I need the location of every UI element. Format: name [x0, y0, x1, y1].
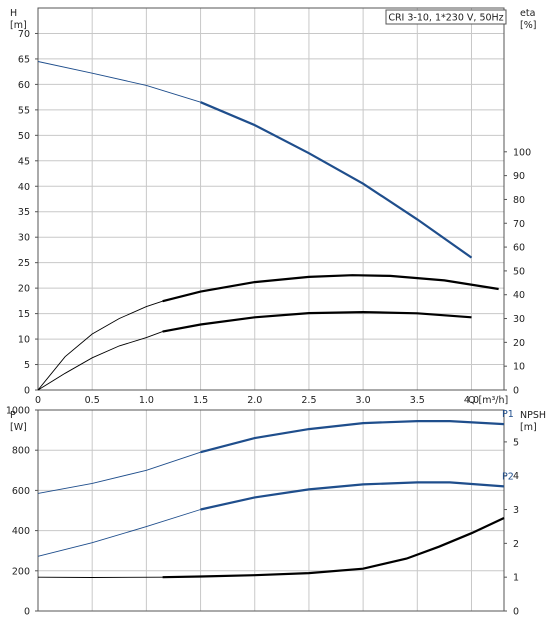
- y-left-tick-label: 45: [18, 156, 30, 167]
- y-left-tick-label: 0: [24, 386, 30, 397]
- y-left-tick-label: 5: [24, 360, 30, 371]
- y-left-tick-label: 400: [12, 526, 30, 537]
- y-right-tick-label: 50: [513, 266, 525, 277]
- series-line-bold-3: [162, 517, 505, 579]
- series-line-bold-2: [162, 274, 499, 303]
- series-line-thin-2: [37, 481, 505, 557]
- y-left-tick-label: 10: [18, 335, 30, 346]
- chart-title-box: CRI 3-10, 1*230 V, 50Hz: [385, 9, 507, 25]
- y-left-tick-label: 0: [24, 607, 30, 618]
- y-left-tick-label: 60: [18, 80, 30, 91]
- plot-frame: [37, 409, 505, 612]
- y-right-tick-label: 60: [513, 243, 525, 254]
- y-right-tick-label: 3: [513, 505, 519, 516]
- y-right-axis-label: NPSH: [520, 410, 546, 421]
- x-tick-label: 0: [35, 395, 41, 406]
- y-left-tick-label: 600: [12, 486, 30, 497]
- chart-title-frame: [385, 9, 507, 25]
- series-line-bold-3: [162, 310, 472, 333]
- y-right-tick-label: 10: [513, 362, 525, 373]
- x-tick-label: 0.5: [85, 395, 100, 406]
- series-line-bold-1: [200, 420, 505, 454]
- y-left-tick-label: 40: [18, 182, 30, 193]
- series-line-thin-2: [37, 274, 499, 391]
- x-tick-label: 2.0: [247, 395, 262, 406]
- y-left-tick-label: 15: [18, 309, 30, 320]
- y-right-axis-unit: [%]: [520, 20, 536, 31]
- y-left-axis-label: H: [10, 8, 17, 19]
- y-left-tick-label: 200: [12, 566, 30, 577]
- y-left-tick-label: 800: [12, 446, 30, 457]
- y-left-tick-label: 70: [18, 29, 30, 40]
- chart-panel-1: 0 5 10 15 20 25 30 35 40 45 50 55 60 65 70 0 10 20 30 40 50 6…: [10, 7, 536, 406]
- y-left-axis-unit: [W]: [10, 422, 27, 433]
- y-left-axis-unit: [m]: [10, 20, 27, 31]
- y-right-tick-label: 2: [513, 539, 519, 550]
- y-left-tick-label: 30: [18, 233, 30, 244]
- y-right-tick-label: 5: [513, 437, 519, 448]
- y-right-tick-label: 0: [513, 607, 519, 618]
- y-left-tick-label: 55: [18, 105, 30, 116]
- series-label: P1: [502, 409, 514, 420]
- y-right-tick-label: 30: [513, 314, 525, 325]
- y-right-tick-label: 4: [513, 471, 519, 482]
- y-right-tick-label: 80: [513, 195, 525, 206]
- y-left-tick-label: 50: [18, 131, 30, 142]
- chart-panel-2: 0 200 400 600 800 1000 0 1 2 3 4 5 P[W] NPSH[m] P1 P2: [6, 406, 546, 618]
- x-tick-label: 4.0: [464, 395, 479, 406]
- y-left-tick-label: 35: [18, 207, 30, 218]
- series-line-bold-2: [200, 481, 505, 511]
- x-tick-label: 1.5: [193, 395, 208, 406]
- grid: [37, 8, 504, 391]
- x-axis-label: Q [m³/h]: [468, 395, 508, 406]
- y-left-axis-label: P: [10, 410, 16, 421]
- y-right-tick-label: 40: [513, 290, 525, 301]
- x-tick-label: 3.5: [410, 395, 425, 406]
- series-label: P2: [502, 471, 514, 482]
- y-right-tick-label: 0: [513, 386, 519, 397]
- grid: [37, 409, 504, 612]
- series-line-bold-1: [200, 101, 473, 259]
- y-right-tick-label: 20: [513, 338, 525, 349]
- y-right-axis-label: eta: [520, 8, 535, 19]
- y-right-axis-unit: [m]: [520, 422, 537, 433]
- chart-title: CRI 3-10, 1*230 V, 50Hz: [388, 13, 503, 24]
- x-tick-label: 3.0: [356, 395, 371, 406]
- x-tick-label: 2.5: [301, 395, 316, 406]
- y-right-tick-label: 1: [513, 573, 519, 584]
- x-tick-label: 1.0: [139, 395, 154, 406]
- y-left-tick-label: 1000: [6, 406, 30, 417]
- y-left-tick-label: 20: [18, 284, 30, 295]
- y-left-tick-label: 65: [18, 54, 30, 65]
- y-right-tick-label: 70: [513, 219, 525, 230]
- plot-frame: [37, 7, 505, 391]
- y-left-tick-label: 25: [18, 258, 30, 269]
- y-right-tick-label: 90: [513, 171, 525, 182]
- y-right-tick-label: 100: [513, 147, 531, 158]
